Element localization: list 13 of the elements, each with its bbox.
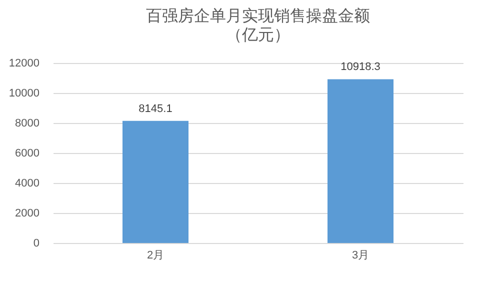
data-label: 8145.1	[138, 102, 172, 115]
y-tick-label: 10000	[8, 88, 40, 100]
y-tick-label: 12000	[8, 58, 40, 70]
data-label: 10918.3	[340, 61, 380, 74]
chart-title: 百强房企单月实现销售操盘金额	[146, 7, 370, 25]
chart-subtitle: （亿元）	[226, 27, 290, 44]
x-tick-label: 3月	[352, 250, 370, 262]
y-tick-label: 8000	[15, 118, 40, 130]
x-tick-label: 2月	[146, 250, 164, 262]
y-tick-label: 2000	[15, 208, 40, 220]
y-tick-label: 4000	[15, 178, 40, 190]
y-tick-label: 6000	[15, 148, 40, 160]
y-tick-label: 0	[33, 238, 40, 250]
